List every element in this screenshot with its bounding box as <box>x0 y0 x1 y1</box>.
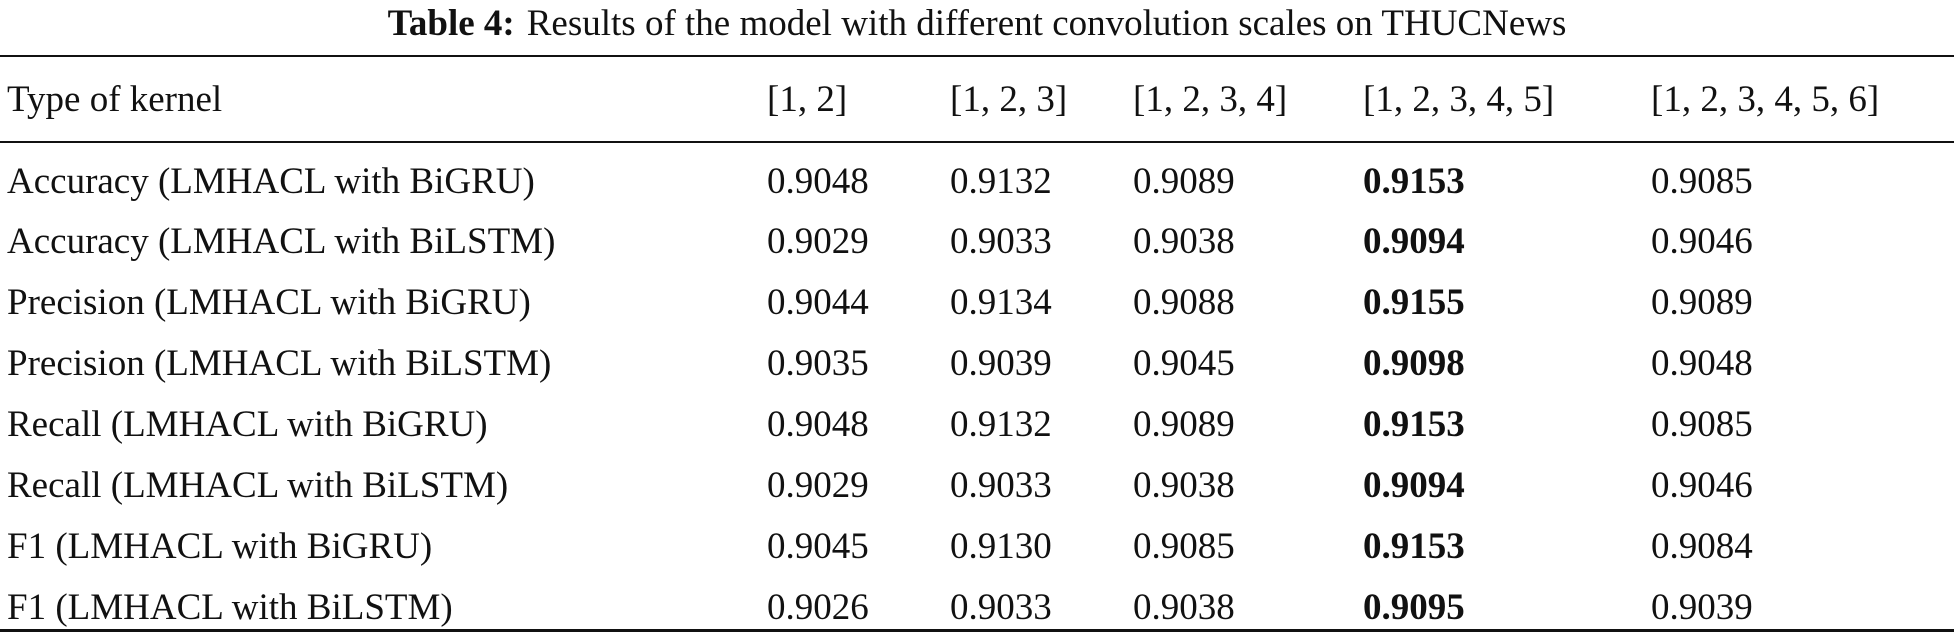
table-cell-best: 0.9155 <box>1363 282 1465 323</box>
table-cell: 0.9038 <box>1133 587 1235 628</box>
table-cell-best: 0.9095 <box>1363 587 1465 628</box>
table-cell: 0.9033 <box>950 587 1052 628</box>
table-header-row: Type of kernel [1, 2] [1, 2, 3] [1, 2, 3… <box>0 57 1954 141</box>
table-cell: 0.9044 <box>767 282 869 323</box>
table-cell: 0.9029 <box>767 221 869 262</box>
table-row: Precision (LMHACL with BiGRU) 0.9044 0.9… <box>0 272 1954 333</box>
table-row: Accuracy (LMHACL with BiLSTM) 0.9029 0.9… <box>0 211 1954 272</box>
table-cell: 0.9039 <box>950 343 1052 384</box>
results-table: Type of kernel [1, 2] [1, 2, 3] [1, 2, 3… <box>0 57 1954 638</box>
table-top-rule <box>0 55 1954 57</box>
table-row: Accuracy (LMHACL with BiGRU) 0.9048 0.91… <box>0 141 1954 211</box>
table-caption: Table 4: Results of the model with differ… <box>0 2 1954 46</box>
table-cell: 0.9089 <box>1133 160 1235 202</box>
table-cell-best: 0.9153 <box>1363 404 1465 445</box>
table-row: F1 (LMHACL with BiLSTM) 0.9026 0.9033 0.… <box>0 577 1954 638</box>
table-cell-best: 0.9153 <box>1363 526 1465 567</box>
table-cell: 0.9033 <box>950 465 1052 506</box>
table-cell: 0.9084 <box>1651 526 1753 567</box>
table-cell: 0.9046 <box>1651 465 1753 506</box>
table-cell: 0.9048 <box>767 404 869 445</box>
table-cell: 0.9132 <box>950 160 1052 202</box>
table-cell: 0.9048 <box>767 160 869 202</box>
table-cell: 0.9085 <box>1133 526 1235 567</box>
table-cell: 0.9134 <box>950 282 1052 323</box>
table-cell: 0.9089 <box>1133 404 1235 445</box>
table-cell: 0.9045 <box>1133 343 1235 384</box>
table-cell: 0.9046 <box>1651 221 1753 262</box>
header-kernel-1-2: [1, 2] <box>767 78 848 120</box>
row-label: Precision (LMHACL with BiLSTM) <box>7 343 552 384</box>
table-row: F1 (LMHACL with BiGRU) 0.9045 0.9130 0.9… <box>0 516 1954 577</box>
table-cell-best: 0.9094 <box>1363 221 1465 262</box>
table-cell: 0.9038 <box>1133 465 1235 506</box>
row-label: Precision (LMHACL with BiGRU) <box>7 282 531 323</box>
table-caption-text: Results of the model with different conv… <box>526 3 1567 44</box>
table-row: Recall (LMHACL with BiGRU) 0.9048 0.9132… <box>0 394 1954 455</box>
table-cell: 0.9132 <box>950 404 1052 445</box>
table-bottom-rule <box>0 629 1954 632</box>
table-row: Precision (LMHACL with BiLSTM) 0.9035 0.… <box>0 333 1954 394</box>
table-cell: 0.9039 <box>1651 587 1753 628</box>
table-cell-best: 0.9098 <box>1363 343 1465 384</box>
table-cell: 0.9130 <box>950 526 1052 567</box>
header-kernel-1-4: [1, 2, 3, 4] <box>1133 78 1288 120</box>
table-cell: 0.9038 <box>1133 221 1235 262</box>
table-cell: 0.9048 <box>1651 343 1753 384</box>
table-cell: 0.9085 <box>1651 160 1753 202</box>
table-cell: 0.9045 <box>767 526 869 567</box>
table-cell: 0.9033 <box>950 221 1052 262</box>
table-cell: 0.9026 <box>767 587 869 628</box>
row-label: Accuracy (LMHACL with BiGRU) <box>7 160 535 202</box>
header-kernel-1-6: [1, 2, 3, 4, 5, 6] <box>1651 78 1880 120</box>
row-label: Recall (LMHACL with BiLSTM) <box>7 465 509 506</box>
table-cell: 0.9089 <box>1651 282 1753 323</box>
table-cell: 0.9029 <box>767 465 869 506</box>
table-cell: 0.9088 <box>1133 282 1235 323</box>
row-label: Accuracy (LMHACL with BiLSTM) <box>7 221 556 262</box>
row-label: Recall (LMHACL with BiGRU) <box>7 404 488 445</box>
table-row: Recall (LMHACL with BiLSTM) 0.9029 0.903… <box>0 455 1954 516</box>
table-cell-best: 0.9153 <box>1363 160 1465 202</box>
row-label: F1 (LMHACL with BiGRU) <box>7 526 433 567</box>
table-cell: 0.9035 <box>767 343 869 384</box>
table-header-rule <box>0 141 1954 143</box>
header-kernel-1-5: [1, 2, 3, 4, 5] <box>1363 78 1555 120</box>
header-type-of-kernel: Type of kernel <box>7 78 223 120</box>
table-cell: 0.9085 <box>1651 404 1753 445</box>
table-caption-label: Table 4: <box>387 3 515 44</box>
header-kernel-1-3: [1, 2, 3] <box>950 78 1068 120</box>
table-cell-best: 0.9094 <box>1363 465 1465 506</box>
row-label: F1 (LMHACL with BiLSTM) <box>7 587 453 628</box>
